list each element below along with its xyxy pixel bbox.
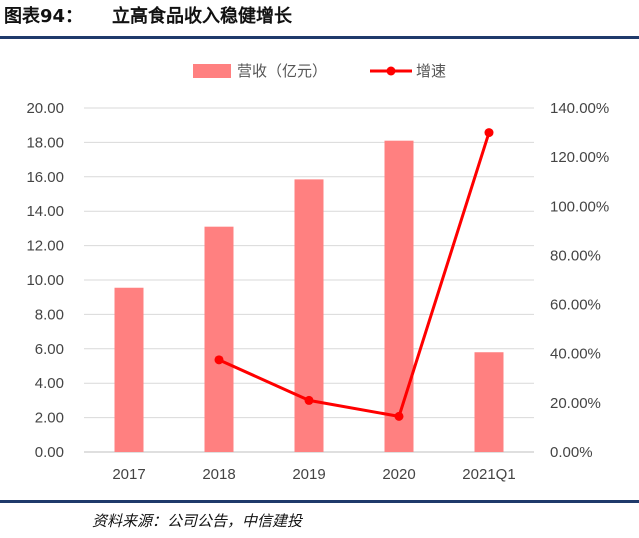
left-axis-tick-label: 2.00	[35, 410, 64, 427]
right-axis-tick-label: 120.00%	[550, 149, 609, 166]
growth-point	[484, 128, 494, 138]
source-note: 资料来源：公司公告，中信建投	[92, 512, 303, 530]
right-axis-tick-label: 0.00%	[550, 444, 593, 461]
growth-point	[394, 411, 404, 421]
left-axis-tick-label: 14.00	[26, 203, 64, 220]
left-axis-tick-label: 20.00	[26, 100, 64, 117]
right-axis-tick-label: 140.00%	[550, 100, 609, 117]
figure-title: 图表94： 立高食品收入稳健增长	[4, 4, 292, 30]
left-axis-tick-label: 4.00	[35, 375, 64, 392]
growth-point	[304, 395, 314, 405]
right-axis-tick-label: 40.00%	[550, 346, 601, 363]
bar	[384, 140, 414, 452]
left-axis-tick-label: 10.00	[26, 272, 64, 289]
figure-label: 图表94：	[4, 6, 84, 27]
right-axis-tick-label: 100.00%	[550, 198, 609, 215]
left-axis-tick-label: 8.00	[35, 306, 64, 323]
x-axis-tick-label: 2017	[112, 466, 145, 483]
bar	[114, 287, 144, 452]
x-axis-tick-label: 2021Q1	[462, 466, 515, 483]
left-axis-tick-label: 16.00	[26, 169, 64, 186]
x-axis-tick-label: 2020	[382, 466, 415, 483]
growth-line	[218, 132, 491, 418]
legend-label-revenue: 营收（亿元）	[237, 62, 327, 80]
right-axis-tick-label: 20.00%	[550, 395, 601, 412]
chart: 0.00 2.00 4.00 6.00 8.00 10.00 12.00 14.00 16.00…	[26, 62, 609, 483]
x-axis-tick-label: 2018	[202, 466, 235, 483]
left-axis-tick-label: 18.00	[26, 134, 64, 151]
figure-title-text: 立高食品收入稳健增长	[112, 6, 292, 27]
legend-label-growth: 增速	[416, 62, 446, 80]
bottom-rule	[0, 500, 639, 503]
top-rule	[0, 36, 639, 39]
legend-marker-growth	[386, 66, 396, 76]
bar	[204, 226, 234, 452]
right-axis-tick-label: 80.00%	[550, 247, 601, 264]
legend-swatch-revenue	[193, 64, 231, 78]
right-axis-tick-label: 60.00%	[550, 297, 601, 314]
left-axis-tick-label: 12.00	[26, 238, 64, 255]
bar	[294, 179, 324, 452]
left-axis-tick-label: 6.00	[35, 341, 64, 358]
left-axis-tick-label: 0.00	[35, 444, 64, 461]
growth-point	[214, 355, 224, 365]
bar	[474, 352, 504, 452]
x-axis-tick-label: 2019	[292, 466, 325, 483]
